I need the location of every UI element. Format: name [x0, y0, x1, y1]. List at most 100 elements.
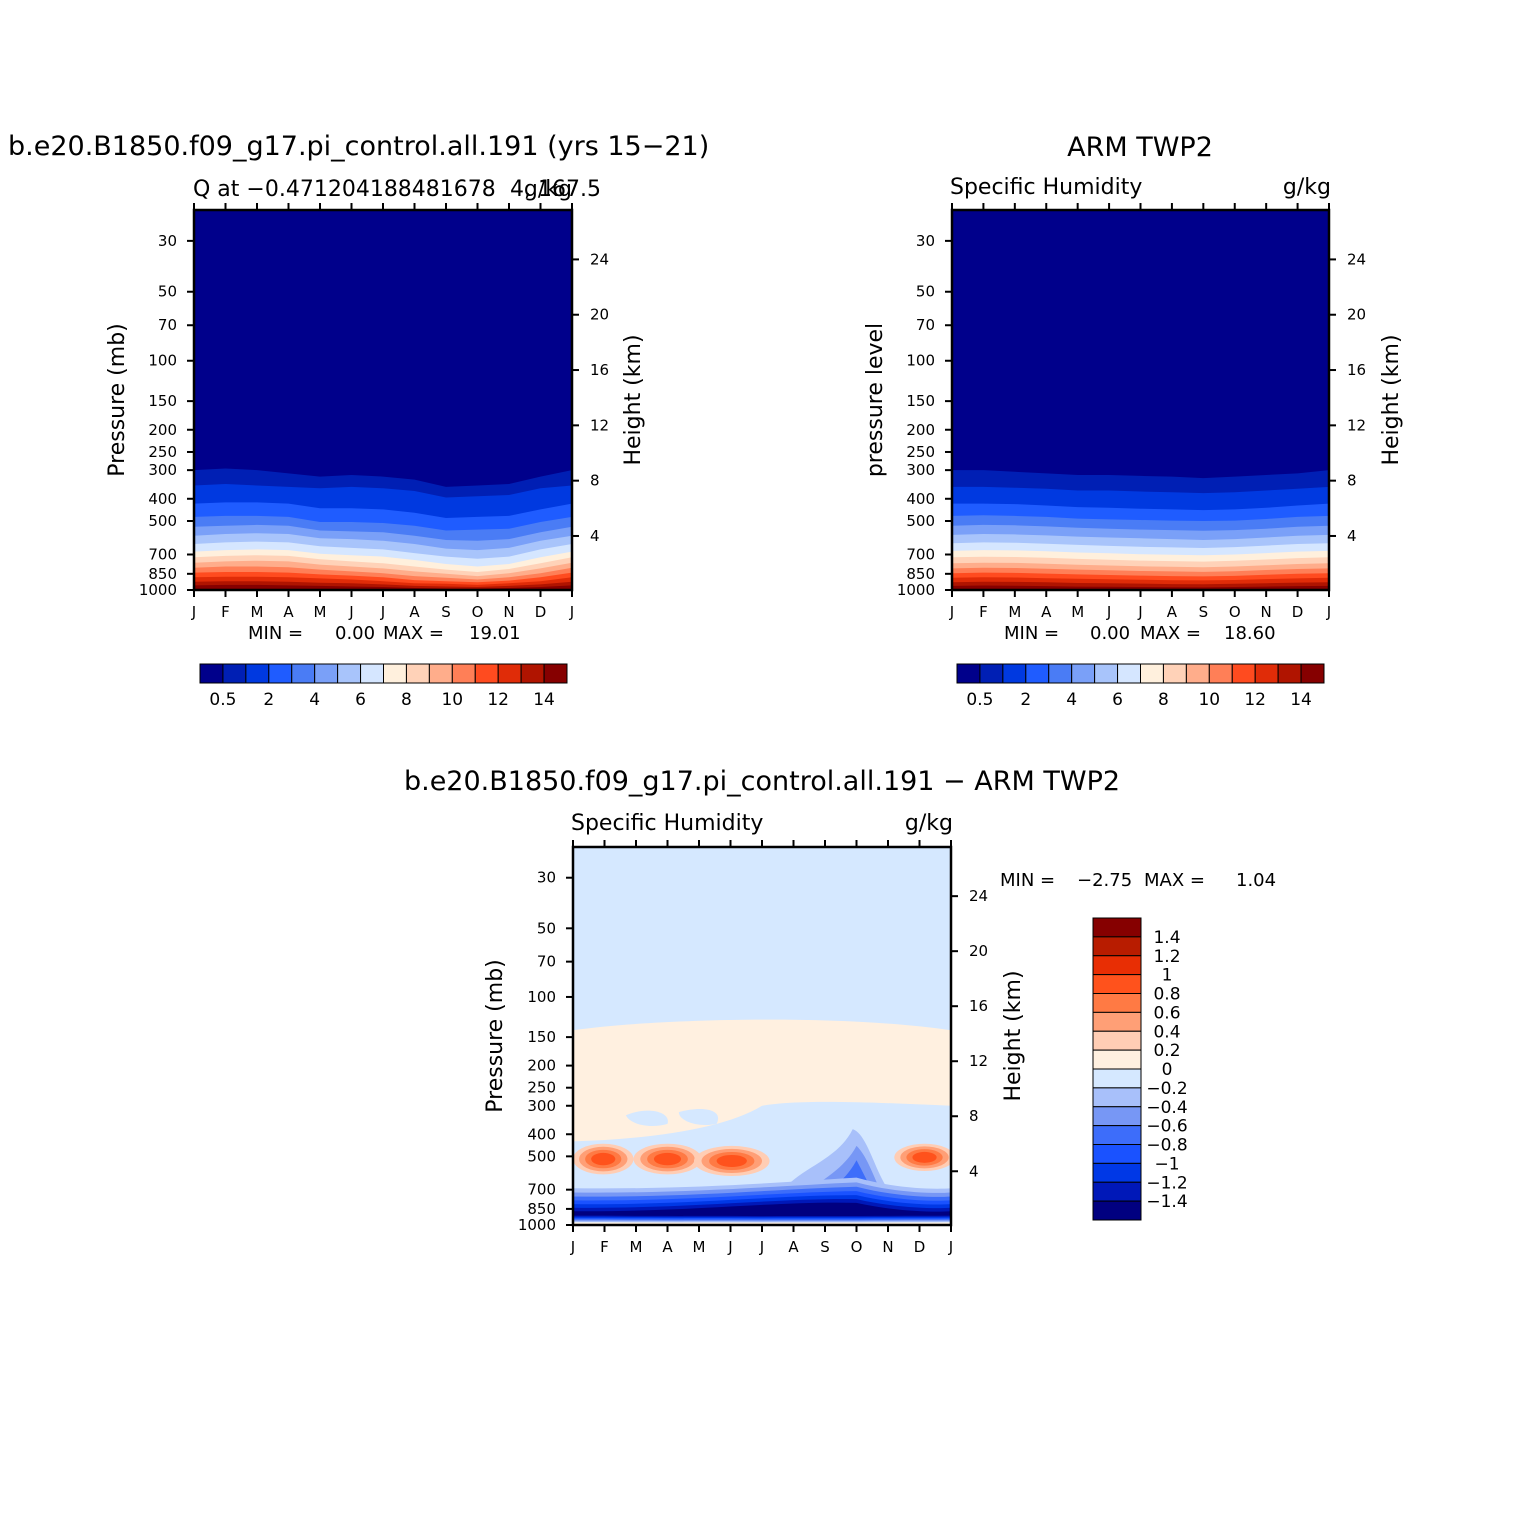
panel-obs-min-value: 0.00: [1090, 623, 1130, 644]
colorbar-label: 8: [1158, 690, 1169, 710]
diff-band-neg-pocket: [678, 1109, 719, 1126]
y-tick-label: 100: [906, 352, 935, 370]
x-tick-label: M: [1071, 603, 1084, 621]
panel-obs-ylabel: pressure level: [863, 323, 888, 477]
x-tick-label: A: [409, 603, 420, 621]
colorbar-label: 0: [1162, 1060, 1173, 1080]
colorbar-swatch: [1231, 663, 1256, 684]
y2-tick-label: 12: [1347, 416, 1366, 434]
y2-tick-label: 24: [969, 887, 988, 905]
panel-obs-colorbar: 0.5 2 4 6 8 10 12 14: [956, 663, 1325, 710]
panel-model-ylabel: Pressure (mb): [105, 323, 130, 477]
x-tick-label: M: [1008, 603, 1021, 621]
y-tick-label: 300: [148, 461, 177, 479]
x-tick-label: A: [1041, 603, 1052, 621]
colorbar-label: 4: [1066, 690, 1077, 710]
panel-model: b.e20.B1850.f09_g17.pi_control.all.191 (…: [8, 131, 709, 710]
y2-tick-label: 8: [1347, 472, 1357, 490]
y2-tick-label: 24: [1347, 250, 1366, 268]
y-tick-label: 300: [527, 1097, 556, 1115]
y-tick-label: 400: [906, 490, 935, 508]
diff-blob-positive: [653, 1152, 682, 1166]
y2-tick-label: 12: [969, 1052, 988, 1070]
colorbar-swatch: [1092, 1068, 1142, 1089]
y-tick-label: 150: [527, 1028, 556, 1046]
x-tick-label: M: [314, 603, 327, 621]
y-tick-label: 250: [148, 443, 177, 461]
colorbar-label: 8: [401, 690, 412, 710]
colorbar-label: 12: [1244, 690, 1266, 710]
y2-tick-label: 24: [590, 250, 609, 268]
panel-obs-max-label: MAX =: [1140, 623, 1201, 644]
y-tick-label: 850: [906, 565, 935, 583]
panel-diff-title: b.e20.B1850.f09_g17.pi_control.all.191 −…: [404, 766, 1120, 797]
colorbar-swatch: [222, 663, 247, 684]
colorbar-label: −1.4: [1146, 1192, 1187, 1212]
colorbar-swatch: [1092, 955, 1142, 976]
panel-model-max-value: 19.01: [469, 623, 521, 644]
y-tick-label: 400: [148, 490, 177, 508]
panel-model-min-label: MIN =: [248, 623, 303, 644]
x-tick-label: A: [662, 1238, 673, 1256]
colorbar-swatch: [1092, 1011, 1142, 1032]
colorbar-label: −1: [1154, 1154, 1179, 1174]
diff-blob-positive: [716, 1154, 747, 1168]
colorbar-swatch: [1092, 1087, 1142, 1108]
x-tick-label: J: [1326, 603, 1331, 621]
x-tick-label: J: [949, 603, 954, 621]
panel-diff-ylabel: Pressure (mb): [483, 959, 508, 1113]
colorbar-label: 10: [1198, 690, 1220, 710]
colorbar-swatch: [405, 663, 430, 684]
x-tick-label: J: [569, 603, 574, 621]
colorbar-swatch: [314, 663, 339, 684]
colorbar-label: 10: [441, 690, 463, 710]
panel-obs-contours: [952, 210, 1329, 590]
panel-model-contours: [194, 210, 572, 590]
colorbar-swatch: [1162, 663, 1187, 684]
colorbar-swatch: [1092, 974, 1142, 994]
y-tick-label: 500: [527, 1147, 556, 1165]
panel-model-left-string: Q at −0.471204188481678: [193, 177, 496, 202]
colorbar-swatch: [956, 663, 981, 684]
colorbar-swatch: [1092, 1181, 1142, 1202]
diff-band-neg-pocket: [625, 1110, 668, 1126]
y2-tick-label: 16: [969, 997, 988, 1015]
x-tick-label: M: [693, 1238, 706, 1256]
contour-band-14: [194, 584, 572, 590]
x-tick-label: N: [503, 603, 514, 621]
x-tick-label: J: [1106, 603, 1111, 621]
panel-diff-left-string: Specific Humidity: [571, 811, 763, 836]
colorbar-swatch: [1025, 663, 1050, 684]
colorbar-label: 2: [1020, 690, 1031, 710]
colorbar-swatch: [451, 663, 476, 684]
x-tick-label: S: [1199, 603, 1209, 621]
x-tick-label: J: [191, 603, 196, 621]
y-tick-label: 30: [537, 869, 556, 887]
colorbar-swatch: [268, 663, 293, 684]
y2-tick-label: 16: [1347, 361, 1366, 379]
y-tick-label: 700: [148, 545, 177, 563]
colorbar-label: 0.2: [1153, 1041, 1180, 1061]
colorbar-label: 1: [1162, 966, 1173, 986]
colorbar-swatch: [1208, 663, 1233, 684]
colorbar-swatch: [383, 663, 407, 684]
colorbar-swatch: [1092, 917, 1142, 938]
colorbar-label: 0.8: [1153, 985, 1180, 1005]
colorbar-label: 0.5: [966, 690, 993, 710]
x-tick-label: S: [820, 1238, 830, 1256]
y-tick-label: 700: [906, 545, 935, 563]
diff-blob-positive: [591, 1152, 616, 1166]
panel-model-max-label: MAX =: [383, 623, 444, 644]
x-tick-label: O: [851, 1238, 863, 1256]
colorbar-swatch: [1094, 663, 1119, 684]
colorbar-swatch: [1092, 1106, 1142, 1127]
y-tick-label: 70: [158, 316, 177, 334]
y-tick-label: 500: [906, 512, 935, 530]
y-tick-label: 150: [906, 392, 935, 410]
x-tick-label: O: [1229, 603, 1241, 621]
y2-tick-label: 4: [1347, 527, 1357, 545]
x-tick-label: F: [979, 603, 988, 621]
colorbar-swatch: [360, 663, 384, 684]
x-tick-label: M: [251, 603, 264, 621]
